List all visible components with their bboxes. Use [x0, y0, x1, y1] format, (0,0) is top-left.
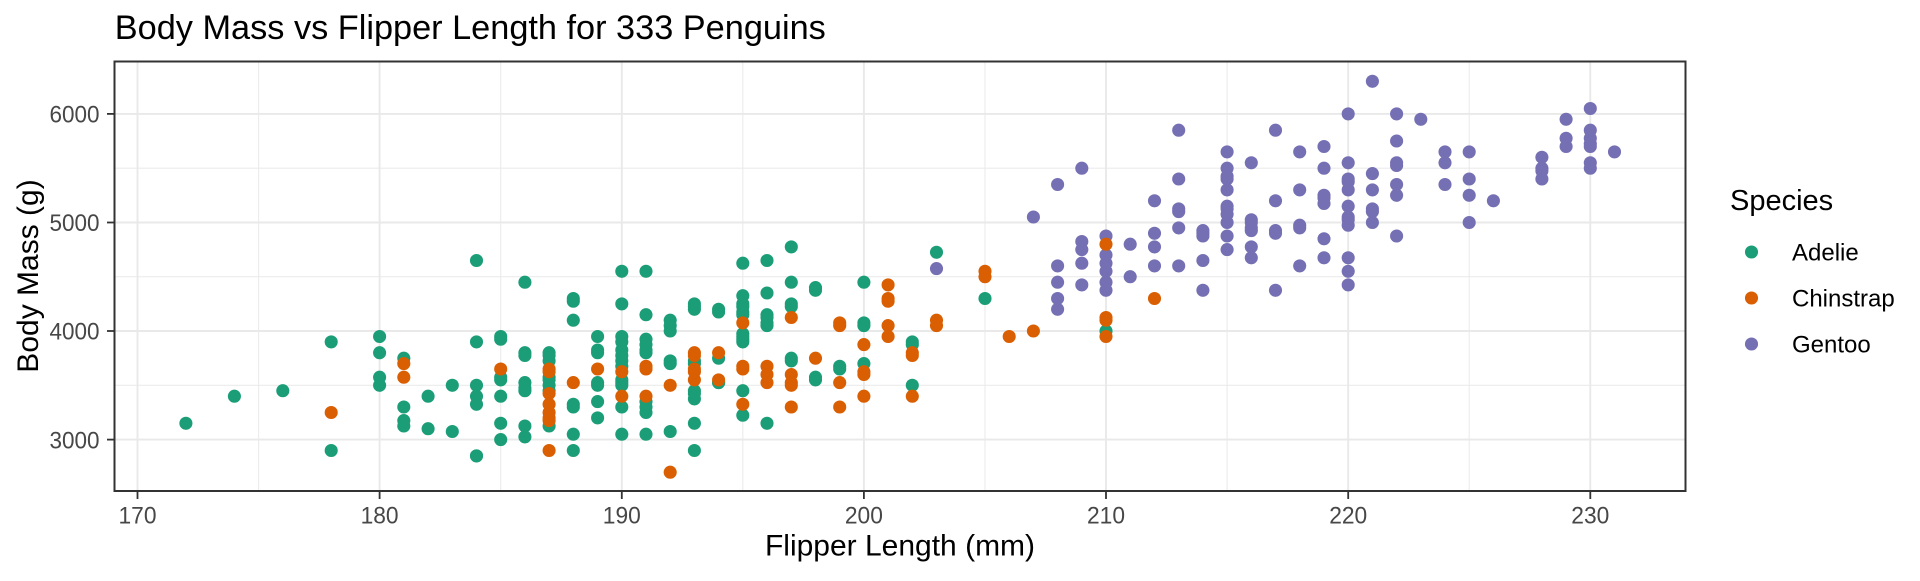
svg-text:Species: Species	[1730, 185, 1833, 217]
svg-text:4000: 4000	[50, 319, 100, 346]
svg-text:Adelie: Adelie	[1792, 240, 1859, 267]
svg-text:180: 180	[361, 503, 399, 530]
svg-text:210: 210	[1087, 503, 1125, 530]
svg-text:Flipper Length (mm): Flipper Length (mm)	[765, 530, 1035, 563]
svg-text:230: 230	[1571, 503, 1609, 530]
svg-text:Chinstrap: Chinstrap	[1792, 286, 1895, 313]
svg-text:190: 190	[603, 503, 641, 530]
svg-text:6000: 6000	[50, 102, 100, 129]
svg-text:Body Mass (g): Body Mass (g)	[12, 179, 45, 372]
svg-text:170: 170	[119, 503, 157, 530]
svg-text:220: 220	[1329, 503, 1367, 530]
svg-text:3000: 3000	[50, 427, 100, 454]
svg-text:Gentoo: Gentoo	[1792, 332, 1871, 359]
svg-text:5000: 5000	[50, 210, 100, 237]
svg-text:Body Mass vs Flipper Length fo: Body Mass vs Flipper Length for 333 Peng…	[115, 9, 826, 47]
svg-text:200: 200	[845, 503, 883, 530]
